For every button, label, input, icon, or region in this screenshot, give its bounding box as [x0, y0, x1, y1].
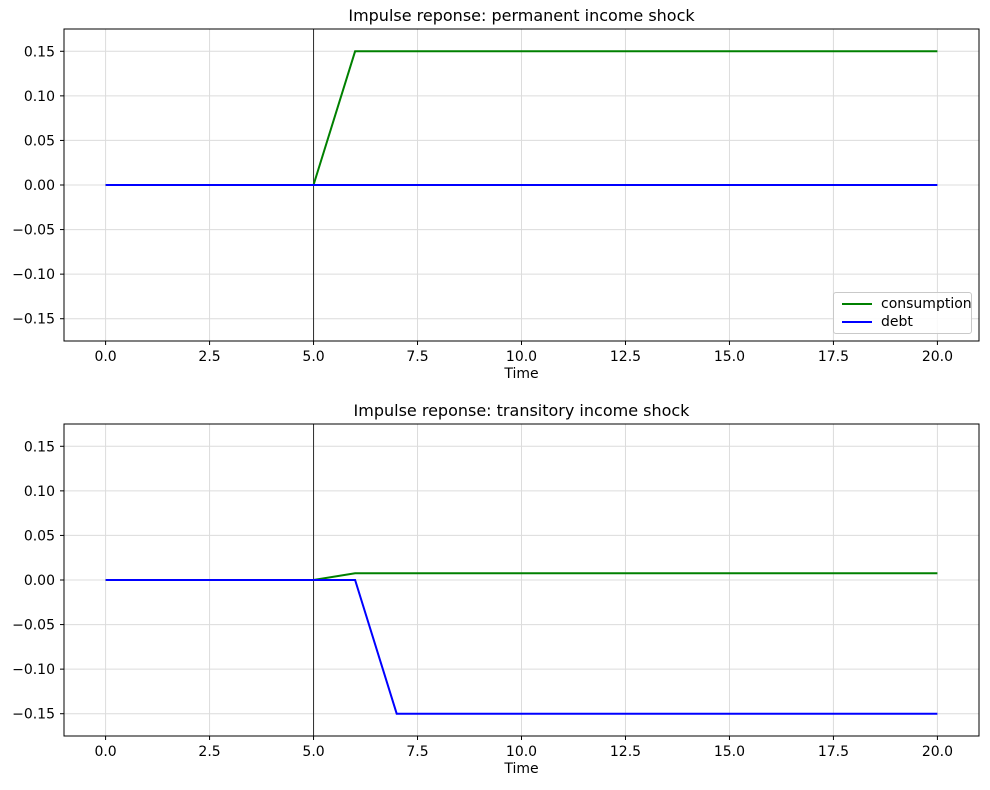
- x-tick-label: 15.0: [714, 744, 745, 760]
- y-tick-label: 0.15: [24, 439, 55, 455]
- chart-title-permanent-shock: Impulse reponse: permanent income shock: [348, 6, 695, 25]
- x-tick-label: 12.5: [610, 349, 641, 365]
- y-tick-label: −0.10: [12, 662, 55, 678]
- x-axis-label-bottom: Time: [504, 761, 539, 777]
- y-tick-label: −0.15: [12, 707, 55, 723]
- legend-entry-consumption: consumption: [840, 295, 972, 313]
- x-tick-label: 5.0: [302, 744, 324, 760]
- x-tick-label: 0.0: [94, 349, 116, 365]
- x-tick-label: 17.5: [818, 349, 849, 365]
- x-tick-label: 2.5: [198, 744, 220, 760]
- x-tick-label: 2.5: [198, 349, 220, 365]
- x-axis-label-top: Time: [504, 366, 539, 382]
- y-tick-label: 0.10: [24, 89, 55, 105]
- x-tick-label: 7.5: [406, 744, 428, 760]
- y-tick-label: 0.05: [24, 528, 55, 544]
- y-tick-label: 0.15: [24, 44, 55, 60]
- y-tick-label: 0.05: [24, 133, 55, 149]
- x-tick-label: 0.0: [94, 744, 116, 760]
- legend-label-consumption: consumption: [881, 296, 972, 312]
- y-tick-label: 0.10: [24, 484, 55, 500]
- y-tick-label: 0.00: [24, 178, 55, 194]
- x-tick-label: 12.5: [610, 744, 641, 760]
- x-tick-label: 10.0: [506, 744, 537, 760]
- y-tick-label: −0.05: [12, 223, 55, 239]
- y-tick-label: −0.15: [12, 312, 55, 328]
- series-line-debt: [105, 579, 938, 715]
- y-tick-label: −0.10: [12, 267, 55, 283]
- x-tick-label: 17.5: [818, 744, 849, 760]
- x-tick-label: 10.0: [506, 349, 537, 365]
- legend-line-consumption: [842, 303, 872, 305]
- x-tick-label: 15.0: [714, 349, 745, 365]
- legend-entry-debt: debt: [840, 313, 971, 331]
- plot-area-1: 0.0 2.5 5.0 7.5 10.0 12.5 15.0 17.5 20.0 0.15 0.10…: [12, 423, 980, 760]
- x-tick-label: 20.0: [922, 744, 953, 760]
- y-tick-label: −0.05: [12, 618, 55, 634]
- x-tick-label: 20.0: [922, 349, 953, 365]
- legend-label-debt: debt: [881, 314, 913, 330]
- y-tick-label: 0.00: [24, 573, 55, 589]
- chart-title-transitory-shock: Impulse reponse: transitory income shock: [353, 401, 690, 420]
- legend-line-debt: [842, 321, 872, 323]
- legend: consumption debt: [833, 292, 972, 334]
- x-tick-label: 5.0: [302, 349, 324, 365]
- plot-area-0: 0.0 2.5 5.0 7.5 10.0 12.5 15.0 17.5 20.0 0.15 0.10…: [12, 28, 980, 365]
- x-tick-label: 7.5: [406, 349, 428, 365]
